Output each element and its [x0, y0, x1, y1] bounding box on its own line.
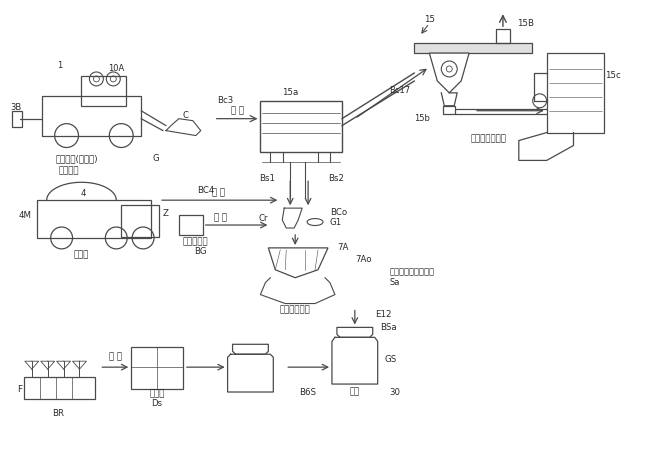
Bar	[24, 377, 96, 399]
Text: 30: 30	[389, 387, 400, 397]
Text: 15: 15	[424, 15, 435, 24]
Text: 熱処理及び選別: 熱処理及び選別	[471, 134, 507, 143]
Bar	[81, 76, 126, 106]
Text: BCo: BCo	[330, 207, 347, 217]
Text: 混緑ミキサー: 混緑ミキサー	[280, 305, 311, 314]
Text: 15a: 15a	[282, 88, 298, 98]
Text: BC4: BC4	[197, 186, 214, 195]
Text: GS: GS	[385, 354, 397, 364]
Text: 4: 4	[81, 189, 86, 198]
Text: Bs2: Bs2	[328, 174, 344, 183]
Text: Z: Z	[163, 208, 169, 218]
Text: G1: G1	[330, 218, 342, 227]
Text: 15b: 15b	[415, 114, 430, 123]
Text: Bc3: Bc3	[218, 96, 234, 105]
Bar	[12, 111, 22, 126]
Text: Ds: Ds	[151, 399, 162, 409]
Text: 代理店: 代理店	[150, 389, 164, 398]
Text: BSa: BSa	[380, 323, 396, 332]
Text: B6S: B6S	[300, 387, 317, 397]
Bar	[443, 106, 455, 114]
Text: Bs1: Bs1	[259, 174, 276, 183]
Bar	[179, 215, 203, 235]
Text: 購 入: 購 入	[212, 189, 225, 198]
Text: Sa: Sa	[389, 278, 400, 287]
Text: 7Ao: 7Ao	[355, 255, 371, 264]
Polygon shape	[268, 248, 328, 278]
Text: 10A: 10A	[108, 65, 124, 73]
Text: 金属除去: 金属除去	[58, 166, 79, 175]
Text: 購 入: 購 入	[214, 213, 227, 223]
Text: Cr: Cr	[259, 213, 268, 223]
Bar	[122, 205, 159, 237]
Text: E12: E12	[374, 310, 391, 319]
Text: 袋詰: 袋詰	[350, 387, 360, 397]
Text: 4M: 4M	[19, 211, 32, 219]
Text: 育成強化剤: 育成強化剤	[183, 237, 209, 246]
Text: 良質土: 良質土	[74, 251, 89, 259]
Text: BG: BG	[194, 247, 207, 256]
Bar	[37, 200, 151, 238]
Text: 農業用・植林用客土: 農業用・植林用客土	[389, 267, 435, 276]
Text: 粉砂賤木(チップ): 粉砂賤木(チップ)	[55, 154, 98, 163]
Text: F: F	[17, 385, 22, 393]
Bar	[547, 53, 604, 132]
Polygon shape	[430, 53, 469, 93]
Bar	[261, 101, 342, 153]
Bar	[42, 96, 141, 136]
Text: 3B: 3B	[10, 103, 21, 112]
Text: 1: 1	[57, 61, 62, 71]
Text: 7A: 7A	[337, 243, 348, 252]
Text: G: G	[153, 154, 159, 163]
Bar	[131, 347, 183, 389]
Text: 販 売: 販 売	[109, 353, 122, 362]
Text: Bc17: Bc17	[389, 87, 410, 95]
Text: 15B: 15B	[517, 19, 534, 28]
Text: 購 入: 購 入	[231, 106, 244, 115]
Bar	[496, 29, 510, 43]
Text: BR: BR	[51, 409, 64, 418]
Text: 15c: 15c	[605, 71, 621, 81]
Bar	[415, 43, 532, 53]
Text: C: C	[183, 111, 188, 120]
